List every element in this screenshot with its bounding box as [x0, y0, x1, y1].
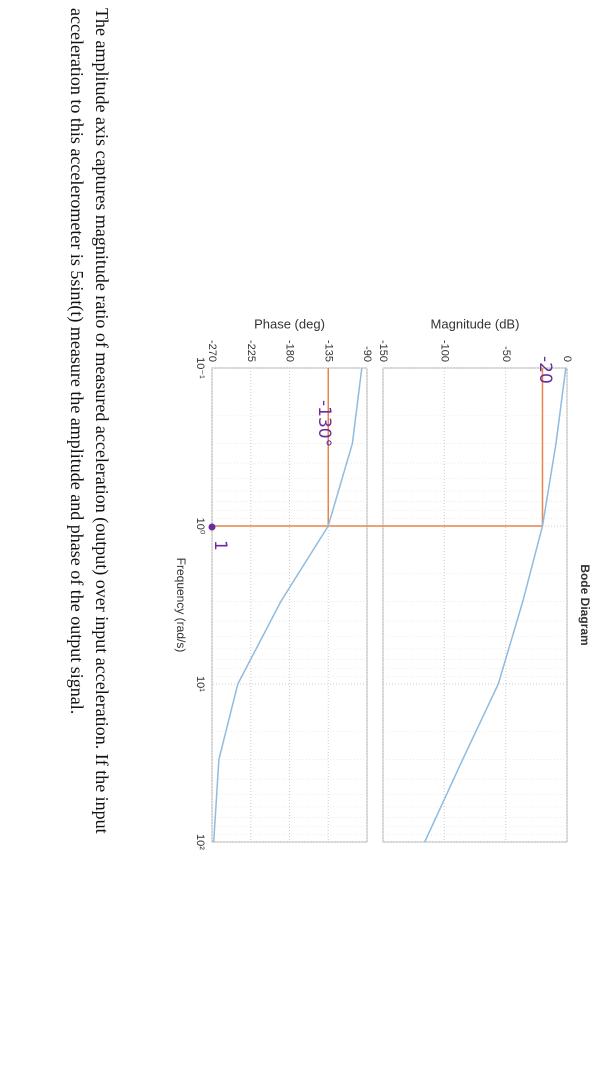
y-tick-label: -225: [245, 340, 257, 362]
plot-area: [382, 367, 568, 843]
y-tick-label: -90: [361, 346, 373, 362]
marker-dot: [208, 523, 216, 531]
paragraph-line: The amplitude axis captures magnitude ra…: [91, 8, 112, 834]
y-tick-label: 0: [561, 356, 573, 362]
y-tick-label: -100: [438, 340, 450, 362]
data-line: [424, 367, 567, 843]
x-tick-label: 10⁻¹: [194, 357, 206, 379]
data-line: [212, 367, 363, 843]
y-axis-label: Phase (deg): [254, 316, 325, 331]
y-tick-label: -180: [284, 340, 296, 362]
annotation: -20: [535, 356, 555, 384]
y-tick-label: -150: [377, 340, 389, 362]
y-axis-label: Magnitude (dB): [431, 316, 520, 331]
y-tick-label: -135: [322, 340, 334, 362]
y-tick-label: -270: [206, 340, 218, 362]
annotation: -130°: [314, 400, 334, 447]
x-tick-label: 10²: [194, 834, 206, 850]
paragraph-line: acceleration to this accelerometer is 5s…: [66, 8, 87, 714]
x-tick-label: 10¹: [194, 676, 206, 692]
x-axis-label: Frequency (rad/s): [174, 558, 188, 653]
x-tick-label: 10⁰: [194, 518, 206, 535]
chart-title: Bode Diagram: [578, 564, 592, 645]
annotation: 1: [210, 540, 230, 551]
y-tick-label: -50: [500, 346, 512, 362]
